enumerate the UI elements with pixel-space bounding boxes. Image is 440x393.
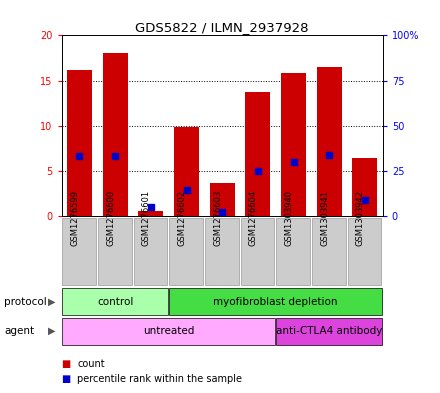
Text: count: count [77, 358, 105, 369]
Text: GSM1276602: GSM1276602 [177, 190, 187, 246]
FancyBboxPatch shape [62, 288, 169, 315]
Text: agent: agent [4, 326, 34, 336]
FancyBboxPatch shape [348, 218, 381, 285]
FancyBboxPatch shape [169, 218, 203, 285]
Text: GSM1303942: GSM1303942 [356, 190, 365, 246]
Bar [103, 53, 128, 216]
Bar [317, 67, 342, 216]
Bar [138, 211, 163, 216]
Bar [352, 158, 378, 216]
Text: GSM1276599: GSM1276599 [70, 190, 80, 246]
FancyBboxPatch shape [134, 218, 167, 285]
FancyBboxPatch shape [241, 218, 274, 285]
Bar [246, 92, 270, 216]
FancyBboxPatch shape [62, 318, 275, 345]
Text: untreated: untreated [143, 326, 194, 336]
Text: GSM1303941: GSM1303941 [320, 190, 329, 246]
FancyBboxPatch shape [276, 218, 310, 285]
Text: GSM1276604: GSM1276604 [249, 190, 258, 246]
Text: control: control [97, 297, 133, 307]
FancyBboxPatch shape [276, 318, 382, 345]
FancyBboxPatch shape [312, 218, 346, 285]
Text: ■: ■ [62, 358, 71, 369]
Text: myofibroblast depletion: myofibroblast depletion [213, 297, 338, 307]
Bar [210, 183, 235, 216]
Text: percentile rank within the sample: percentile rank within the sample [77, 374, 242, 384]
FancyBboxPatch shape [98, 218, 132, 285]
Text: anti-CTLA4 antibody: anti-CTLA4 antibody [276, 326, 382, 336]
Title: GDS5822 / ILMN_2937928: GDS5822 / ILMN_2937928 [136, 21, 309, 34]
Text: ■: ■ [62, 374, 71, 384]
FancyBboxPatch shape [205, 218, 238, 285]
FancyBboxPatch shape [169, 288, 382, 315]
Text: ▶: ▶ [48, 297, 56, 307]
Text: protocol: protocol [4, 297, 47, 307]
Text: GSM1276603: GSM1276603 [213, 190, 222, 246]
Bar [281, 73, 306, 216]
Text: GSM1276600: GSM1276600 [106, 190, 115, 246]
Bar [174, 127, 199, 216]
Text: GSM1303940: GSM1303940 [285, 190, 293, 246]
Text: GSM1276601: GSM1276601 [142, 190, 151, 246]
Text: ▶: ▶ [48, 326, 56, 336]
FancyBboxPatch shape [62, 218, 96, 285]
Bar [67, 70, 92, 216]
